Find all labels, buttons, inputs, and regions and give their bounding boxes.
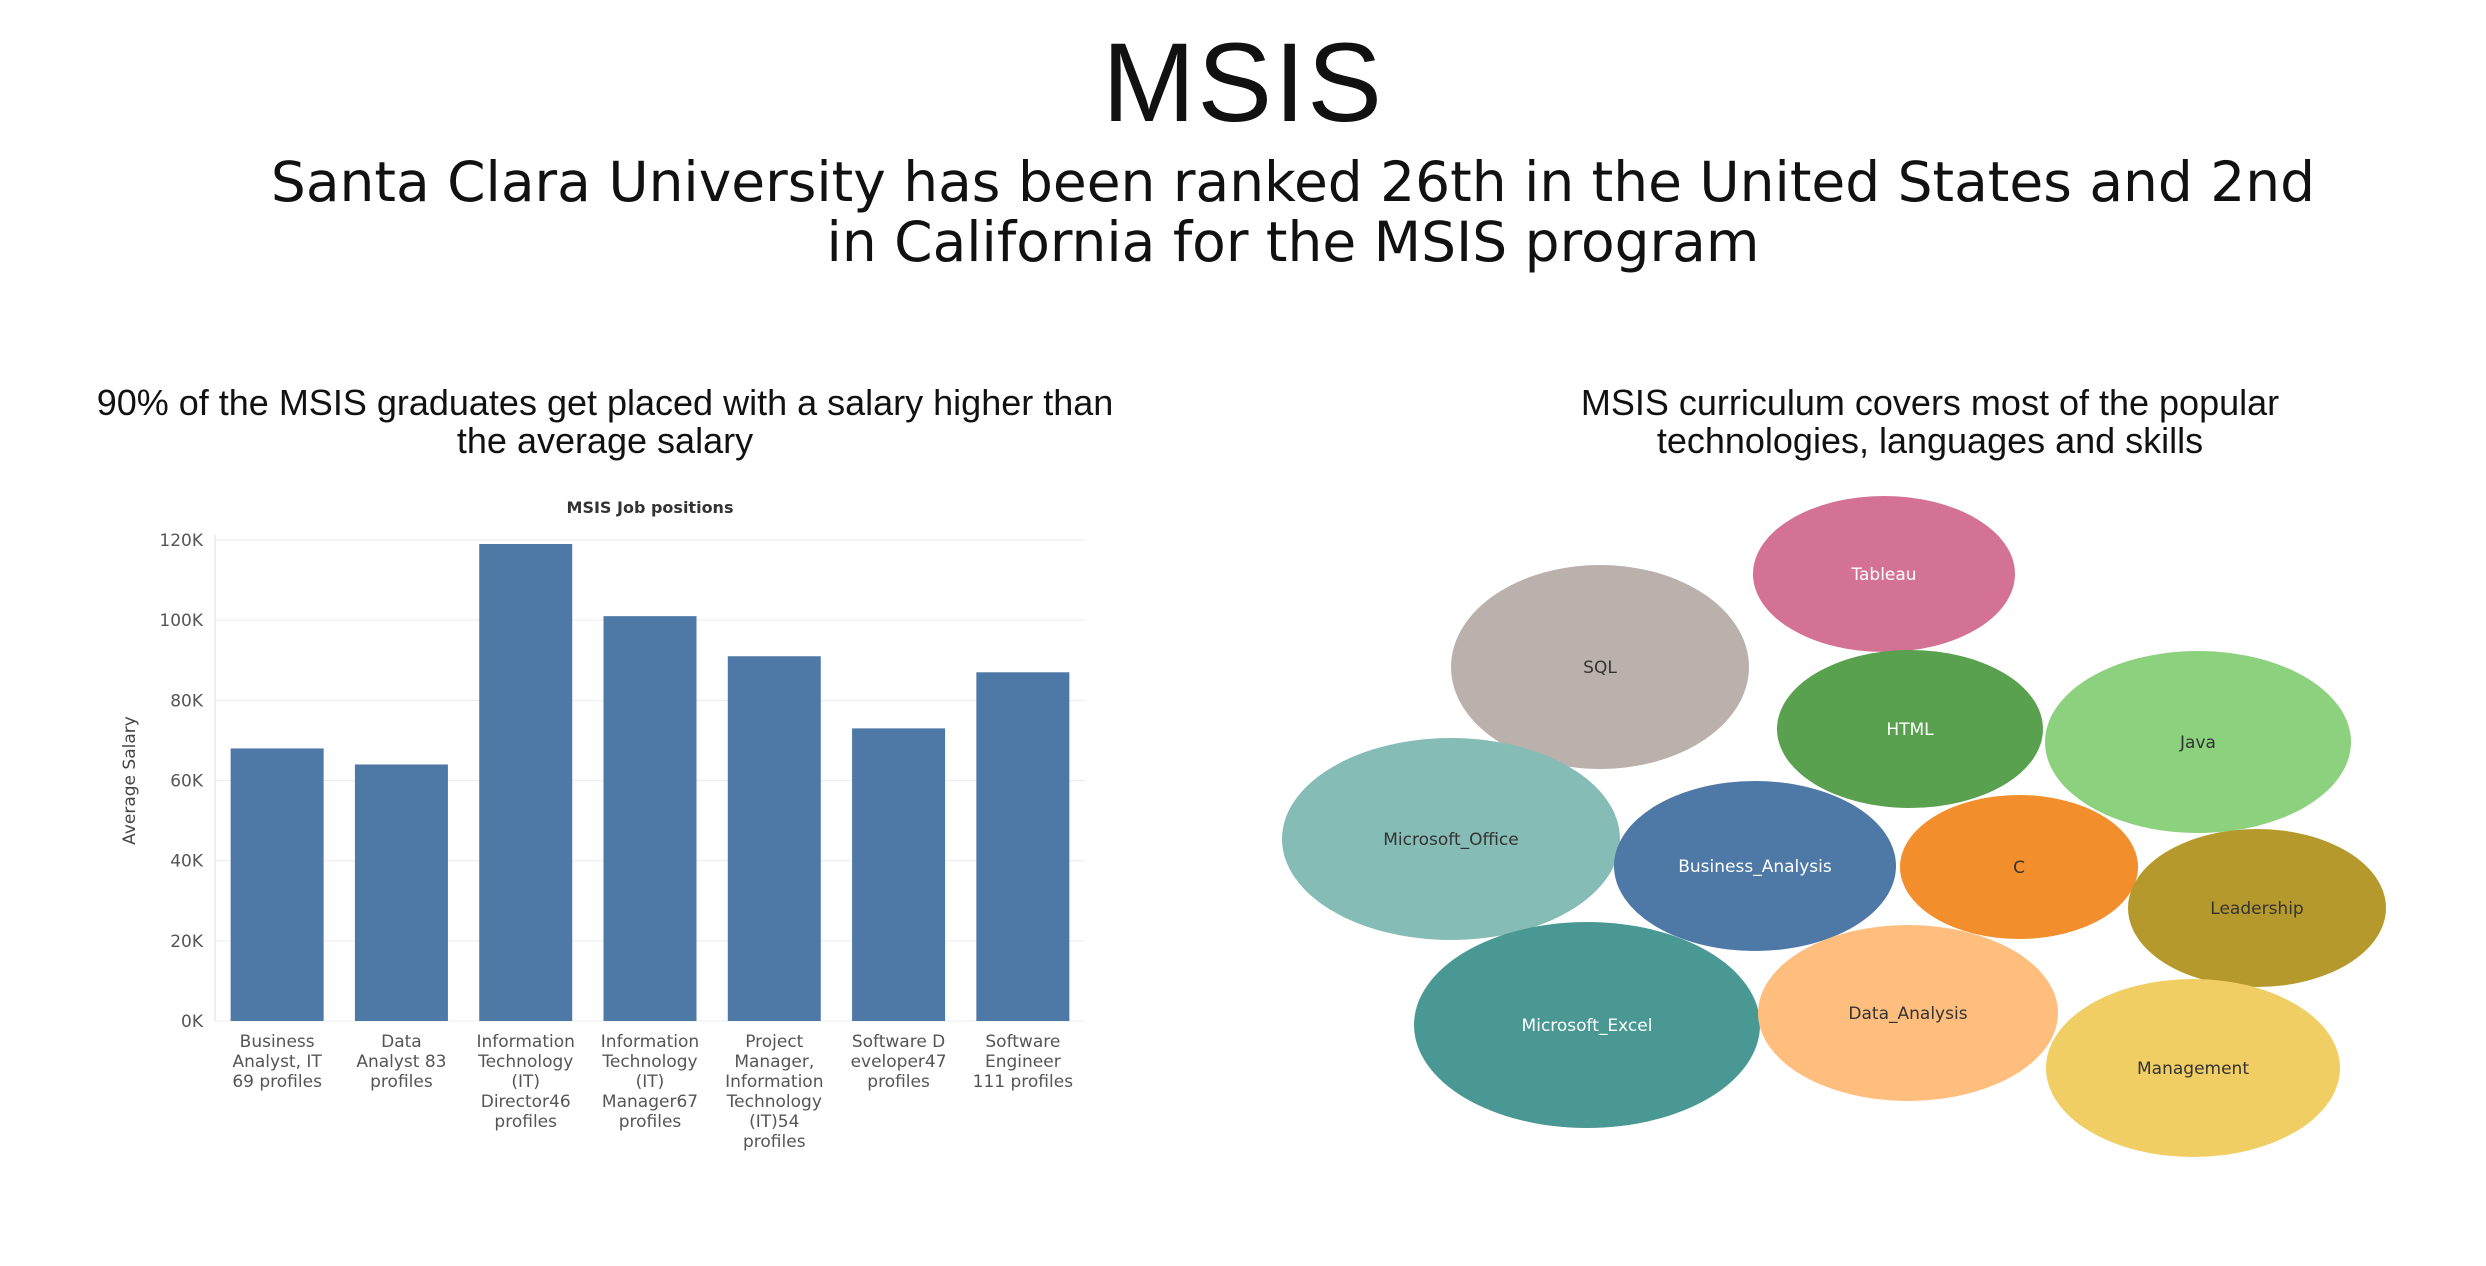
bar: [354, 764, 448, 1021]
skill-bubble-label: C: [2013, 858, 2025, 878]
bar: [852, 728, 946, 1021]
y-axis-title: Average Salary: [120, 716, 140, 845]
skill-bubble-label: Data_Analysis: [1848, 1004, 1967, 1024]
x-tick-label: Information Technology (IT) Manager67 profil…: [601, 1032, 699, 1132]
x-tick-label: Software Engineer 111 profiles: [973, 1032, 1074, 1092]
y-tick-label: 0K: [181, 1012, 204, 1032]
skill-bubble: [2045, 651, 2351, 833]
y-tick-label: 100K: [159, 611, 203, 631]
x-tick-label: Information Technology (IT) Director46 profi…: [477, 1032, 575, 1132]
skill-bubble-label: Java: [2179, 733, 2216, 753]
skill-bubble: [1414, 922, 1760, 1128]
skills-bubble-chart: Tableau SQL HTML Java Microsoft_Office Busine…: [1282, 496, 2386, 1157]
y-tick-label: 120K: [159, 531, 203, 551]
skill-bubble-label: Business_Analysis: [1678, 857, 1832, 877]
skill-bubble: [1753, 496, 2015, 652]
slide-title: MSIS: [1102, 20, 1384, 145]
skill-bubble: [1614, 781, 1896, 951]
x-tick-label: Business Analyst, IT 69 profiles: [232, 1032, 322, 1092]
bar: [230, 748, 324, 1021]
skill-bubble-label: Management: [2137, 1059, 2249, 1079]
x-tick-label: Data Analyst 83 profiles: [356, 1032, 446, 1092]
skill-bubble: [1282, 738, 1620, 940]
skill-bubble-label: Tableau: [1850, 565, 1916, 585]
bar-chart-title: MSIS Job positions: [567, 498, 734, 517]
x-tick-label: Project Manager, Information Technology (IT)…: [725, 1032, 823, 1152]
y-tick-label: 40K: [170, 852, 204, 872]
job-positions-bar-chart: MSIS Job positions 0K 20K 40K 60K 80K 100K 120K…: [120, 498, 1085, 1152]
bar-chart-caption: 90% of the MSIS graduates get placed wit…: [96, 382, 1114, 461]
bar: [479, 544, 573, 1021]
skill-bubble: [2128, 829, 2386, 987]
skill-bubble: [1777, 650, 2043, 808]
bar: [976, 672, 1070, 1021]
bar: [603, 616, 697, 1021]
skill-bubble: [1900, 795, 2138, 939]
y-tick-label: 60K: [170, 772, 204, 792]
skill-bubble: [1758, 925, 2058, 1101]
bar: [727, 656, 821, 1021]
skill-bubble: [2046, 979, 2340, 1157]
skill-bubble: [1451, 565, 1749, 769]
skill-bubble-label: Microsoft_Excel: [1522, 1016, 1653, 1036]
skill-bubble-label: SQL: [1583, 658, 1617, 678]
skill-bubble-label: Microsoft_Office: [1383, 830, 1519, 850]
skill-bubble-label: Leadership: [2210, 899, 2303, 919]
y-tick-label: 20K: [170, 932, 204, 952]
skill-bubble-label: HTML: [1886, 720, 1934, 740]
slide-subtitle: Santa Clara University has been ranked 2…: [270, 150, 2316, 274]
bubble-chart-caption: MSIS curriculum covers most of the popul…: [1580, 382, 2280, 461]
y-tick-label: 80K: [170, 691, 204, 711]
